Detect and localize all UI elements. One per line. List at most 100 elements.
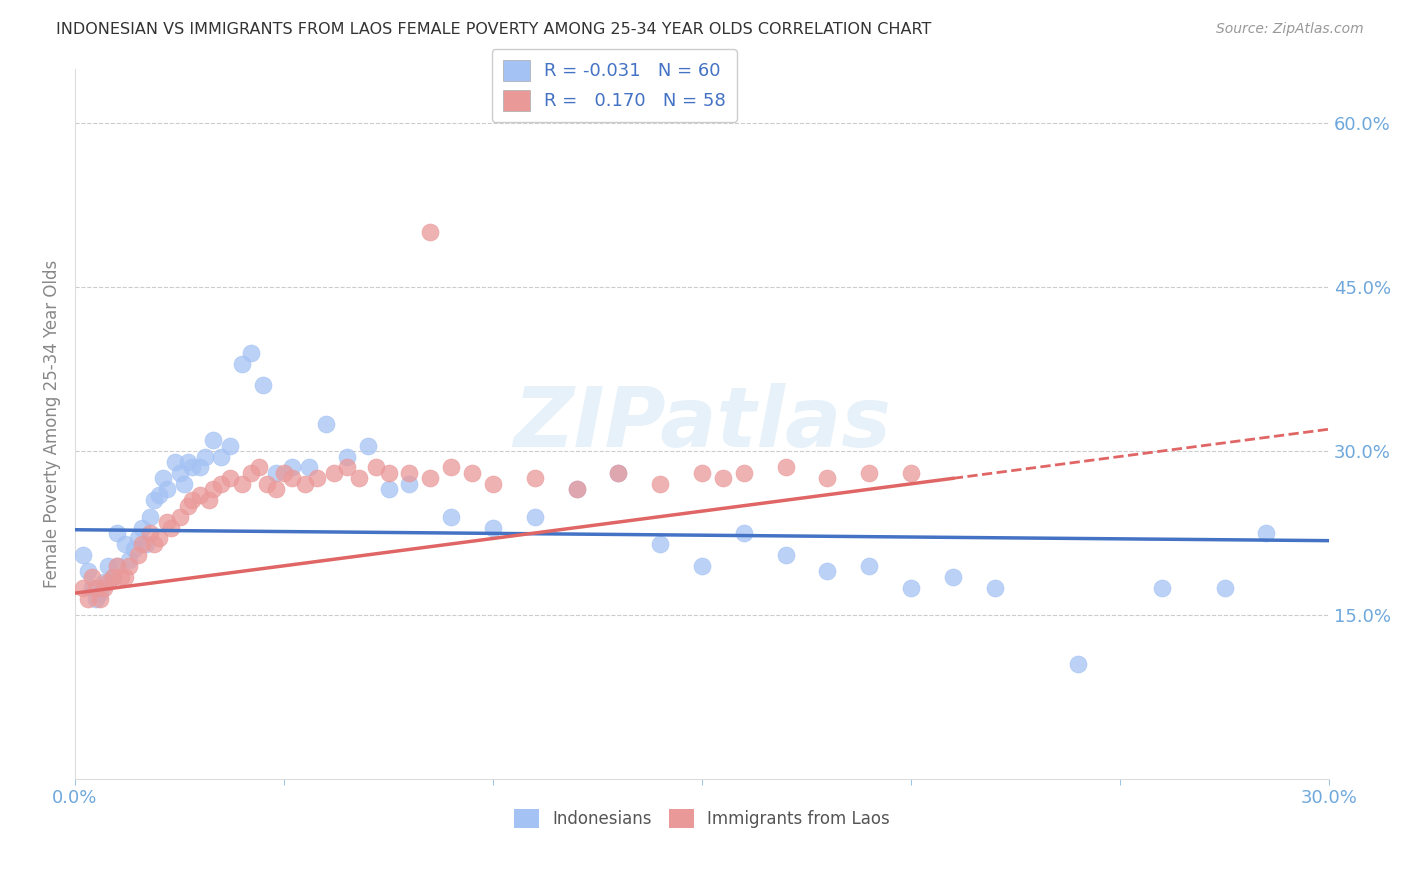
Point: [858, 558, 880, 573]
Point: [461, 466, 484, 480]
Point: [607, 466, 630, 480]
Point: [323, 466, 346, 480]
Point: [377, 466, 399, 480]
Point: [307, 471, 329, 485]
Point: [273, 466, 295, 480]
Point: [1256, 526, 1278, 541]
Point: [165, 455, 187, 469]
Point: [122, 542, 145, 557]
Point: [143, 493, 166, 508]
Point: [1067, 657, 1090, 672]
Point: [565, 483, 588, 497]
Point: [201, 433, 224, 447]
Point: [101, 570, 124, 584]
Point: [89, 586, 111, 600]
Point: [76, 564, 98, 578]
Point: [264, 466, 287, 480]
Point: [72, 581, 94, 595]
Point: [565, 483, 588, 497]
Point: [84, 591, 107, 606]
Point: [690, 466, 713, 480]
Point: [118, 558, 141, 573]
Point: [80, 581, 103, 595]
Point: [131, 537, 153, 551]
Point: [127, 548, 149, 562]
Point: [105, 526, 128, 541]
Point: [900, 466, 922, 480]
Point: [218, 439, 240, 453]
Point: [336, 450, 359, 464]
Point: [139, 509, 162, 524]
Point: [281, 471, 304, 485]
Point: [80, 570, 103, 584]
Point: [160, 520, 183, 534]
Point: [356, 439, 378, 453]
Point: [256, 476, 278, 491]
Point: [105, 558, 128, 573]
Point: [815, 564, 838, 578]
Point: [93, 581, 115, 595]
Point: [127, 532, 149, 546]
Point: [815, 471, 838, 485]
Point: [1150, 581, 1173, 595]
Point: [264, 483, 287, 497]
Point: [690, 558, 713, 573]
Point: [169, 509, 191, 524]
Point: [114, 570, 136, 584]
Point: [231, 357, 253, 371]
Legend: Indonesians, Immigrants from Laos: Indonesians, Immigrants from Laos: [508, 802, 897, 835]
Point: [650, 476, 672, 491]
Point: [315, 417, 337, 431]
Point: [76, 591, 98, 606]
Text: INDONESIAN VS IMMIGRANTS FROM LAOS FEMALE POVERTY AMONG 25-34 YEAR OLDS CORRELAT: INDONESIAN VS IMMIGRANTS FROM LAOS FEMAL…: [56, 22, 932, 37]
Point: [190, 460, 212, 475]
Text: ZIPatlas: ZIPatlas: [513, 384, 891, 464]
Point: [143, 537, 166, 551]
Point: [523, 509, 546, 524]
Point: [231, 476, 253, 491]
Point: [607, 466, 630, 480]
Point: [101, 570, 124, 584]
Point: [419, 226, 441, 240]
Point: [177, 455, 200, 469]
Text: Source: ZipAtlas.com: Source: ZipAtlas.com: [1216, 22, 1364, 37]
Point: [181, 493, 204, 508]
Point: [482, 476, 505, 491]
Point: [177, 499, 200, 513]
Point: [72, 548, 94, 562]
Point: [294, 476, 316, 491]
Point: [239, 345, 262, 359]
Point: [105, 558, 128, 573]
Point: [942, 570, 965, 584]
Point: [440, 460, 463, 475]
Point: [858, 466, 880, 480]
Point: [298, 460, 321, 475]
Point: [247, 460, 270, 475]
Point: [252, 378, 274, 392]
Point: [181, 460, 204, 475]
Point: [733, 466, 755, 480]
Point: [336, 460, 359, 475]
Point: [190, 488, 212, 502]
Point: [349, 471, 371, 485]
Point: [114, 537, 136, 551]
Point: [733, 526, 755, 541]
Point: [398, 476, 420, 491]
Point: [110, 570, 132, 584]
Point: [419, 471, 441, 485]
Point: [281, 460, 304, 475]
Point: [97, 558, 120, 573]
Point: [201, 483, 224, 497]
Point: [148, 488, 170, 502]
Point: [156, 483, 179, 497]
Point: [983, 581, 1005, 595]
Point: [84, 581, 107, 595]
Point: [93, 575, 115, 590]
Point: [239, 466, 262, 480]
Point: [97, 575, 120, 590]
Point: [398, 466, 420, 480]
Point: [711, 471, 734, 485]
Y-axis label: Female Poverty Among 25-34 Year Olds: Female Poverty Among 25-34 Year Olds: [44, 260, 60, 588]
Point: [218, 471, 240, 485]
Point: [197, 493, 219, 508]
